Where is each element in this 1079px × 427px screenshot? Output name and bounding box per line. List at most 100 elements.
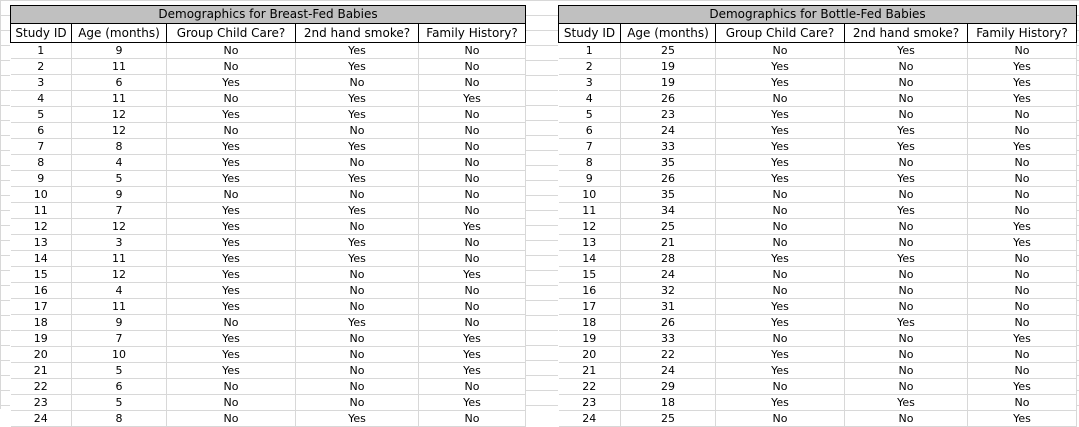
cell-family-history[interactable]: No [967, 202, 1078, 219]
cell-group-child-care[interactable]: No [166, 122, 296, 139]
cell-study-id[interactable]: 17 [558, 298, 621, 315]
cell-2nd-hand-smoke[interactable]: Yes [295, 250, 419, 267]
cell-group-child-care[interactable]: Yes [715, 298, 845, 315]
cell-group-child-care[interactable]: Yes [166, 250, 296, 267]
cell-age[interactable]: 5 [71, 170, 167, 187]
cell-2nd-hand-smoke[interactable]: No [295, 186, 419, 203]
cell-study-id[interactable]: 19 [10, 330, 72, 347]
cell-family-history[interactable]: No [967, 170, 1078, 187]
cell-group-child-care[interactable]: No [715, 42, 845, 59]
cell-2nd-hand-smoke[interactable]: Yes [844, 122, 968, 139]
cell-group-child-care[interactable]: No [715, 186, 845, 203]
cell-family-history[interactable]: No [418, 410, 527, 427]
column-header-family-history[interactable]: Family History? [966, 23, 1078, 43]
cell-age[interactable]: 8 [71, 410, 167, 427]
cell-study-id[interactable]: 11 [10, 202, 72, 219]
cell-age[interactable]: 23 [620, 106, 716, 123]
cell-group-child-care[interactable]: Yes [715, 138, 845, 155]
cell-study-id[interactable]: 10 [558, 186, 621, 203]
cell-study-id[interactable]: 21 [558, 362, 621, 379]
cell-study-id[interactable]: 19 [558, 330, 621, 347]
cell-study-id[interactable]: 10 [10, 186, 72, 203]
cell-group-child-care[interactable]: Yes [166, 362, 296, 379]
cell-age[interactable]: 12 [71, 266, 167, 283]
cell-2nd-hand-smoke[interactable]: Yes [295, 58, 419, 75]
cell-group-child-care[interactable]: Yes [166, 106, 296, 123]
cell-study-id[interactable]: 3 [558, 74, 621, 91]
cell-2nd-hand-smoke[interactable]: No [844, 218, 968, 235]
cell-age[interactable]: 29 [620, 378, 716, 395]
cell-study-id[interactable]: 16 [10, 282, 72, 299]
cell-study-id[interactable]: 20 [10, 346, 72, 363]
cell-age[interactable]: 24 [620, 362, 716, 379]
cell-group-child-care[interactable]: Yes [166, 346, 296, 363]
cell-age[interactable]: 11 [71, 58, 167, 75]
cell-group-child-care[interactable]: Yes [715, 314, 845, 331]
cell-study-id[interactable]: 9 [558, 170, 621, 187]
cell-2nd-hand-smoke[interactable]: No [844, 106, 968, 123]
cell-family-history[interactable]: No [967, 314, 1078, 331]
cell-group-child-care[interactable]: Yes [166, 234, 296, 251]
cell-family-history[interactable]: No [967, 282, 1078, 299]
cell-group-child-care[interactable]: No [715, 234, 845, 251]
cell-family-history[interactable]: No [418, 378, 527, 395]
cell-group-child-care[interactable]: Yes [715, 250, 845, 267]
column-header-age[interactable]: Age (months) [620, 23, 716, 43]
cell-study-id[interactable]: 14 [558, 250, 621, 267]
cell-age[interactable]: 25 [620, 218, 716, 235]
cell-group-child-care[interactable]: Yes [715, 106, 845, 123]
cell-group-child-care[interactable]: No [715, 410, 845, 427]
cell-age[interactable]: 26 [620, 170, 716, 187]
cell-study-id[interactable]: 14 [10, 250, 72, 267]
cell-age[interactable]: 12 [71, 106, 167, 123]
cell-study-id[interactable]: 7 [10, 138, 72, 155]
column-header-study-id[interactable]: Study ID [10, 23, 72, 43]
cell-2nd-hand-smoke[interactable]: Yes [844, 250, 968, 267]
cell-family-history[interactable]: No [418, 138, 527, 155]
cell-2nd-hand-smoke[interactable]: No [295, 218, 419, 235]
cell-age[interactable]: 26 [620, 90, 716, 107]
column-header-2nd-hand-smoke[interactable]: 2nd hand smoke? [844, 23, 968, 43]
cell-family-history[interactable]: No [418, 202, 527, 219]
cell-family-history[interactable]: No [418, 42, 527, 59]
cell-study-id[interactable]: 24 [10, 410, 72, 427]
cell-age[interactable]: 3 [71, 234, 167, 251]
cell-study-id[interactable]: 9 [10, 170, 72, 187]
cell-study-id[interactable]: 5 [10, 106, 72, 123]
cell-age[interactable]: 7 [71, 202, 167, 219]
cell-group-child-care[interactable]: No [166, 410, 296, 427]
cell-2nd-hand-smoke[interactable]: No [295, 346, 419, 363]
cell-family-history[interactable]: No [418, 154, 527, 171]
cell-2nd-hand-smoke[interactable]: No [295, 74, 419, 91]
cell-group-child-care[interactable]: No [166, 378, 296, 395]
cell-2nd-hand-smoke[interactable]: No [844, 58, 968, 75]
cell-family-history[interactable]: Yes [967, 218, 1078, 235]
cell-2nd-hand-smoke[interactable]: No [844, 282, 968, 299]
cell-family-history[interactable]: Yes [967, 330, 1078, 347]
cell-2nd-hand-smoke[interactable]: Yes [295, 234, 419, 251]
cell-2nd-hand-smoke[interactable]: Yes [844, 170, 968, 187]
cell-group-child-care[interactable]: Yes [715, 154, 845, 171]
cell-family-history[interactable]: Yes [418, 90, 527, 107]
cell-family-history[interactable]: No [967, 266, 1078, 283]
cell-group-child-care[interactable]: Yes [715, 74, 845, 91]
cell-study-id[interactable]: 21 [10, 362, 72, 379]
cell-group-child-care[interactable]: Yes [166, 266, 296, 283]
cell-group-child-care[interactable]: Yes [715, 122, 845, 139]
cell-2nd-hand-smoke[interactable]: Yes [295, 170, 419, 187]
cell-2nd-hand-smoke[interactable]: Yes [844, 138, 968, 155]
cell-study-id[interactable]: 2 [10, 58, 72, 75]
cell-family-history[interactable]: No [418, 282, 527, 299]
cell-family-history[interactable]: No [967, 154, 1078, 171]
cell-age[interactable]: 21 [620, 234, 716, 251]
table-title[interactable]: Demographics for Breast-Fed Babies [9, 5, 527, 24]
cell-2nd-hand-smoke[interactable]: No [844, 186, 968, 203]
cell-family-history[interactable]: Yes [418, 218, 527, 235]
cell-group-child-care[interactable]: Yes [715, 362, 845, 379]
cell-2nd-hand-smoke[interactable]: No [295, 298, 419, 315]
cell-study-id[interactable]: 3 [10, 74, 72, 91]
cell-study-id[interactable]: 23 [10, 394, 72, 411]
cell-study-id[interactable]: 12 [10, 218, 72, 235]
cell-family-history[interactable]: No [418, 298, 527, 315]
cell-age[interactable]: 33 [620, 330, 716, 347]
